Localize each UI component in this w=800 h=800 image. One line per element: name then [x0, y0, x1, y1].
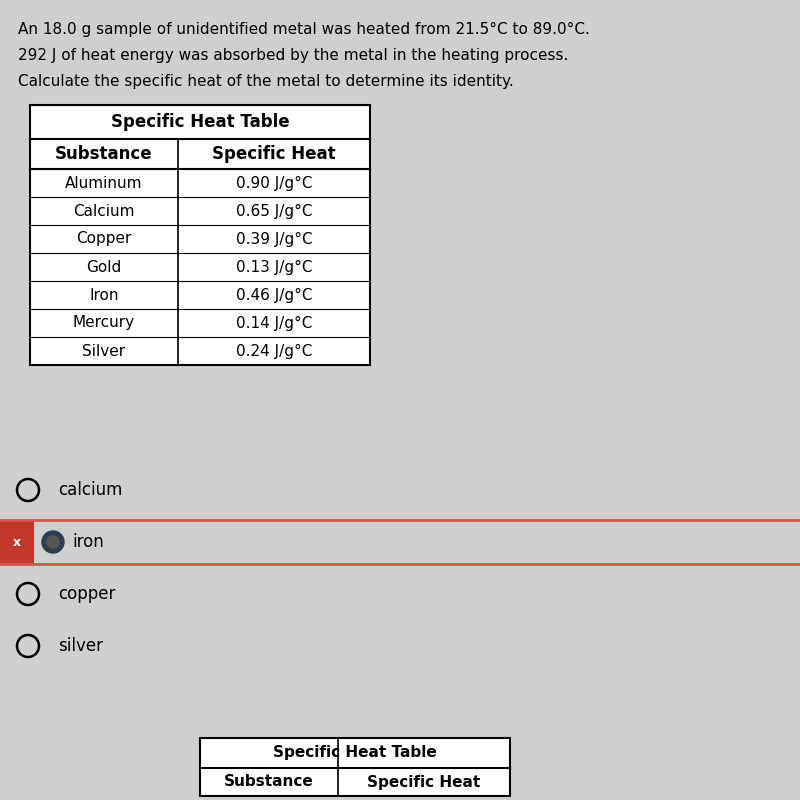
Text: Mercury: Mercury [73, 315, 135, 330]
Text: 0.13 J/g°C: 0.13 J/g°C [236, 259, 312, 274]
Text: Silver: Silver [82, 343, 126, 358]
Text: 0.39 J/g°C: 0.39 J/g°C [236, 231, 312, 246]
Text: Calcium: Calcium [74, 203, 134, 218]
Circle shape [47, 536, 59, 548]
Text: iron: iron [72, 533, 104, 551]
Bar [30, 105, 370, 365]
Text: Substance: Substance [224, 774, 314, 790]
Text: 0.90 J/g°C: 0.90 J/g°C [236, 175, 312, 190]
Bar [0, 520, 34, 564]
Text: Specific Heat Table: Specific Heat Table [110, 113, 290, 131]
Text: 0.14 J/g°C: 0.14 J/g°C [236, 315, 312, 330]
Text: calcium: calcium [58, 481, 122, 499]
Circle shape [42, 531, 64, 553]
Bar [200, 738, 510, 796]
Text: x: x [13, 535, 21, 549]
Text: An 18.0 g sample of unidentified metal was heated from 21.5°C to 89.0°C.: An 18.0 g sample of unidentified metal w… [18, 22, 590, 37]
Text: Calculate the specific heat of the metal to determine its identity.: Calculate the specific heat of the metal… [18, 74, 514, 89]
Text: Gold: Gold [86, 259, 122, 274]
Text: silver: silver [58, 637, 103, 655]
Text: Specific Heat: Specific Heat [212, 145, 336, 163]
Text: Specific Heat Table: Specific Heat Table [273, 746, 437, 761]
Text: Specific Heat: Specific Heat [367, 774, 481, 790]
Text: Copper: Copper [76, 231, 132, 246]
Text: Aluminum: Aluminum [66, 175, 142, 190]
Text: copper: copper [58, 585, 115, 603]
Text: 292 J of heat energy was absorbed by the metal in the heating process.: 292 J of heat energy was absorbed by the… [18, 48, 568, 63]
Text: 0.46 J/g°C: 0.46 J/g°C [236, 287, 312, 302]
Text: Iron: Iron [90, 287, 118, 302]
Text: Substance: Substance [55, 145, 153, 163]
Text: 0.65 J/g°C: 0.65 J/g°C [236, 203, 312, 218]
Text: 0.24 J/g°C: 0.24 J/g°C [236, 343, 312, 358]
